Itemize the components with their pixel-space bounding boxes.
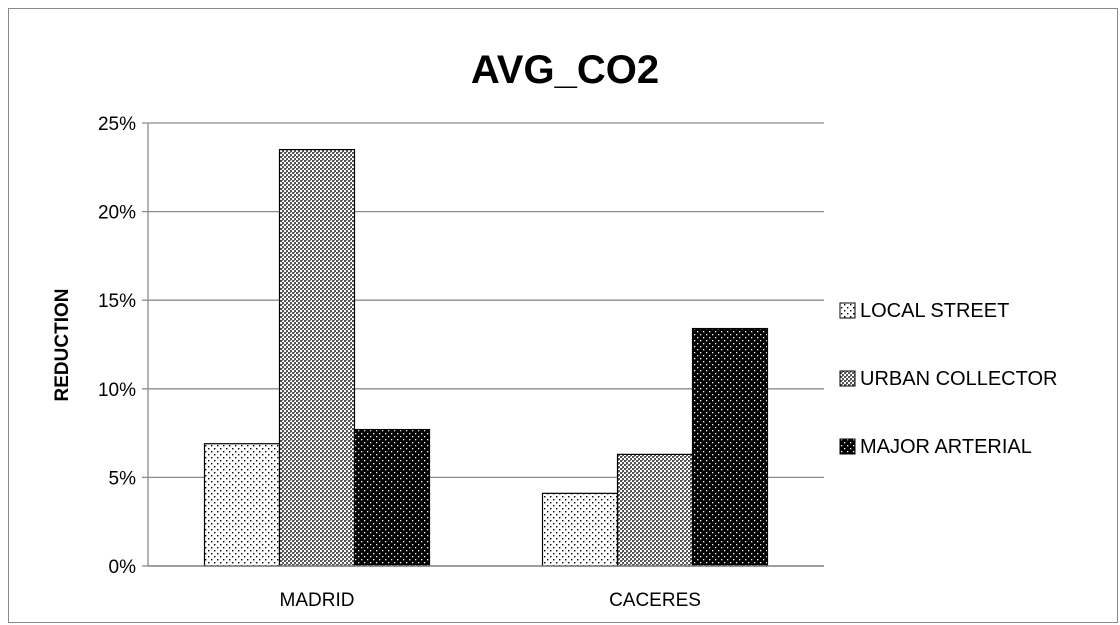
legend-swatch: [839, 438, 856, 455]
y-tick-label: 15%: [98, 291, 136, 312]
x-axis-labels: MADRID CACERES: [280, 590, 701, 611]
y-tick-label: 20%: [98, 203, 136, 224]
y-tick-label: 5%: [109, 468, 137, 489]
legend-label: MAJOR ARTERIAL: [860, 436, 1032, 458]
bar-madrid-local-street: [203, 443, 281, 567]
x-tick-label: MADRID: [280, 590, 355, 611]
y-tick-label: 10%: [98, 380, 136, 401]
bar-madrid-major-arterial: [353, 428, 431, 567]
y-tick-label: 25%: [98, 114, 136, 135]
legend: LOCAL STREET URBAN COLLECTOR MAJOR ARTERIA…: [839, 300, 1057, 458]
bar-caceres-major-arterial: [691, 327, 769, 567]
bar-caceres-urban-collector: [616, 453, 694, 567]
bar-caceres-local-street: [541, 492, 619, 567]
legend-label: LOCAL STREET: [860, 300, 1009, 322]
legend-swatch: [839, 370, 856, 387]
legend-swatch: [839, 302, 856, 319]
legend-label: URBAN COLLECTOR: [860, 368, 1057, 390]
y-tick-label: 0%: [109, 557, 137, 578]
bar-madrid-urban-collector: [278, 148, 356, 567]
chart-title: AVG_CO2: [471, 48, 659, 92]
x-tick-label: CACERES: [609, 590, 701, 611]
bars: [203, 148, 769, 567]
y-axis-label: REDUCTION: [52, 289, 73, 402]
y-axis-ticks: 0% 5% 10% 15% 20% 25%: [98, 114, 148, 578]
